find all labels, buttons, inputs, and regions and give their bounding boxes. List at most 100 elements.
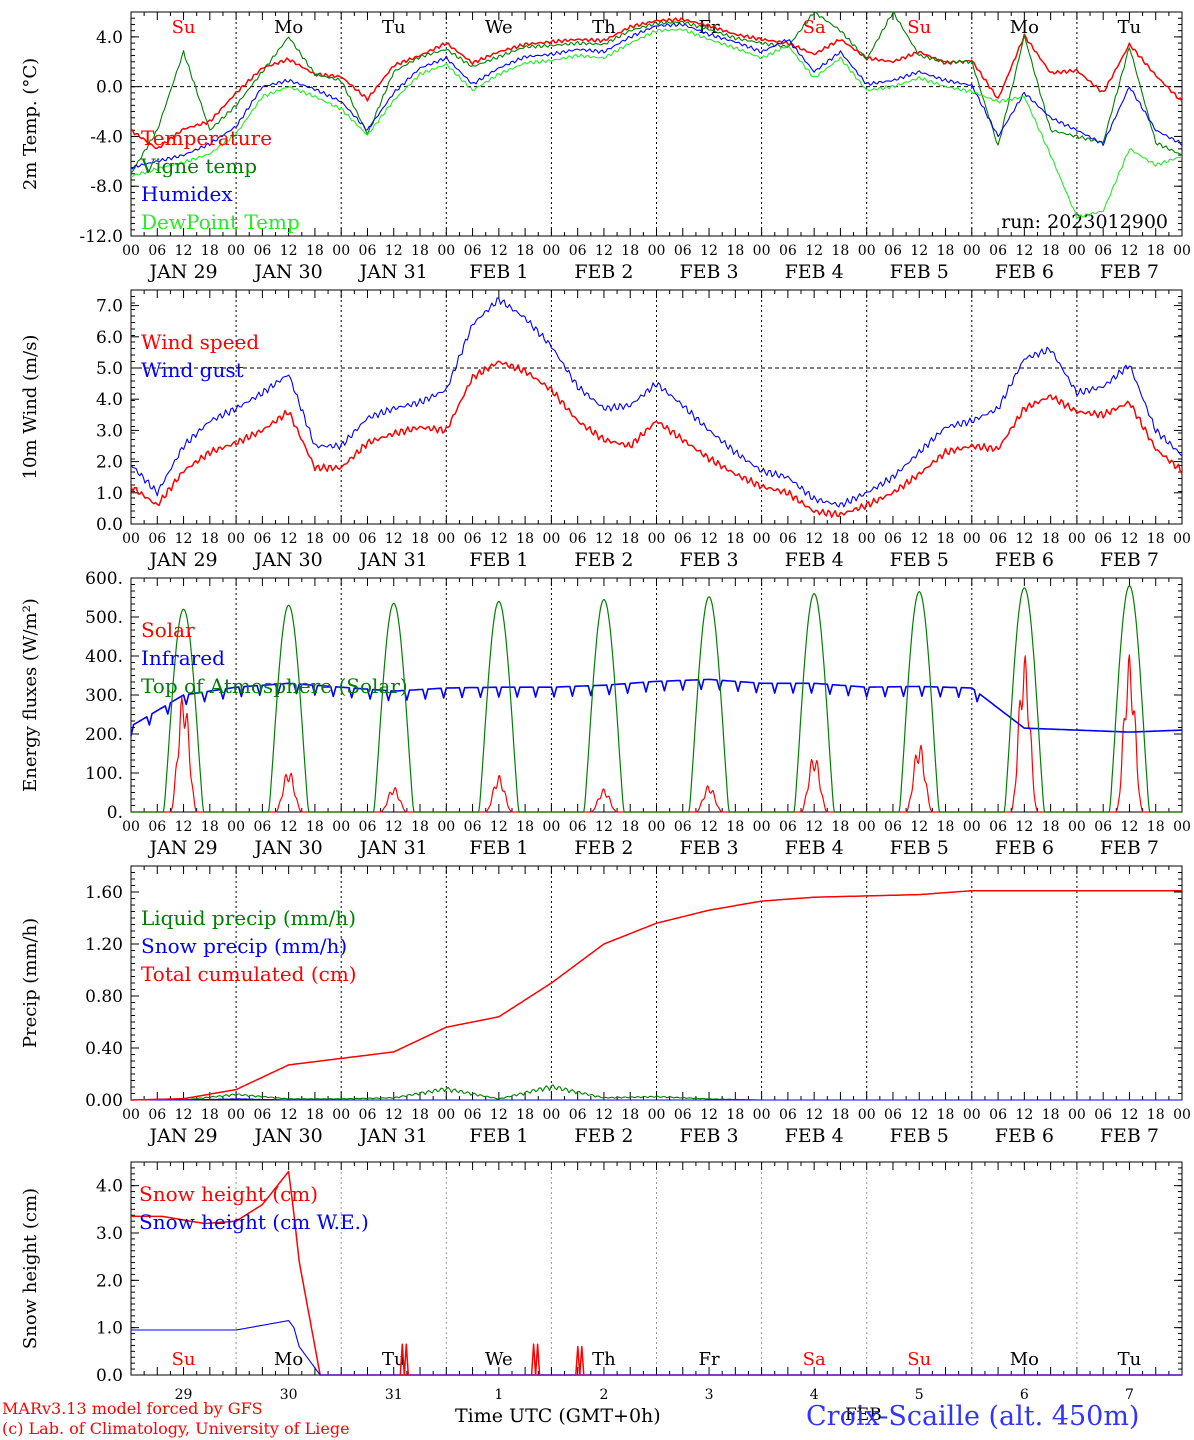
hour-tick-label: 06: [464, 243, 482, 259]
hour-tick-label: 06: [148, 1107, 166, 1123]
hour-tick-label: 06: [884, 243, 902, 259]
y-tick-label: 0.0: [96, 515, 123, 535]
hour-tick-label: 18: [1147, 1107, 1165, 1123]
hour-tick-label: 12: [910, 243, 928, 259]
legend-entry: Snow precip (mm/h): [141, 934, 347, 958]
hour-tick-label: 06: [359, 1107, 377, 1123]
date-label: FEB 5: [890, 261, 949, 283]
hour-tick-label: 06: [779, 243, 797, 259]
hour-tick-label: 18: [201, 1107, 219, 1123]
y-tick-label: -12.0: [79, 227, 123, 247]
y-tick-label: 4.0: [96, 1177, 123, 1197]
date-label: FEB 6: [995, 261, 1054, 283]
hour-tick-label: 06: [989, 531, 1007, 547]
y-tick-label: 5.0: [96, 359, 123, 379]
hour-tick-label: 00: [648, 1107, 666, 1123]
hour-tick-label: 12: [280, 819, 298, 835]
y-tick-label: 0.0: [96, 1366, 123, 1386]
hour-tick-label: 00: [963, 243, 981, 259]
hour-tick-label: 12: [700, 819, 718, 835]
day-number-label: 3: [705, 1387, 714, 1403]
date-label: FEB 3: [679, 549, 738, 571]
date-label: JAN 30: [253, 1125, 323, 1147]
hour-tick-label: 12: [1015, 1107, 1033, 1123]
date-label: FEB 4: [785, 261, 844, 283]
hour-tick-label: 18: [1147, 531, 1165, 547]
hour-tick-label: 00: [122, 531, 140, 547]
hour-tick-label: 18: [411, 531, 429, 547]
day-number-label: 6: [1020, 1387, 1029, 1403]
hour-tick-label: 18: [726, 819, 744, 835]
series-blue-line: [131, 1098, 1182, 1101]
hour-tick-label: 06: [884, 531, 902, 547]
hour-tick-label: 12: [175, 531, 193, 547]
hour-tick-label: 06: [884, 1107, 902, 1123]
date-label: FEB 1: [469, 1125, 528, 1147]
hour-tick-label: 12: [280, 531, 298, 547]
date-label: JAN 30: [253, 261, 323, 283]
hour-tick-label: 06: [569, 819, 587, 835]
date-label: FEB 5: [890, 1125, 949, 1147]
hour-tick-label: 06: [779, 819, 797, 835]
hour-tick-label: 06: [464, 819, 482, 835]
y-tick-label: 3.0: [96, 1224, 123, 1244]
hour-tick-label: 18: [1147, 243, 1165, 259]
y-tick-label: 0.: [107, 803, 123, 823]
weekday-label: Tu: [1118, 17, 1142, 38]
hour-tick-label: 18: [1042, 819, 1060, 835]
hour-tick-label: 12: [805, 243, 823, 259]
hour-tick-label: 00: [437, 243, 455, 259]
hour-tick-label: 12: [1121, 1107, 1139, 1123]
date-label: FEB 2: [574, 549, 633, 571]
day-number-label: 2: [599, 1387, 608, 1403]
day-number-label: 31: [385, 1387, 403, 1403]
weekday-label: Mo: [1010, 17, 1039, 38]
hour-tick-label: 12: [910, 819, 928, 835]
hour-tick-label: 00: [753, 819, 771, 835]
legend-entry: Wind speed: [141, 330, 259, 354]
hour-tick-label: 00: [753, 1107, 771, 1123]
hour-tick-label: 06: [253, 243, 271, 259]
hour-tick-label: 00: [1173, 531, 1191, 547]
y-tick-label: 1.60: [85, 883, 123, 903]
series-blue-line: [130, 297, 1183, 508]
y-tick-label: 4.0: [96, 390, 123, 410]
hour-tick-label: 00: [332, 243, 350, 259]
weekday-label: Su: [172, 1349, 196, 1370]
y-tick-label: 600.: [85, 569, 123, 589]
y-tick-label: 1.0: [96, 1319, 123, 1339]
y-tick-label: 7.0: [96, 297, 123, 317]
date-label: FEB 2: [574, 837, 633, 859]
hour-tick-label: 06: [884, 819, 902, 835]
hour-tick-label: 00: [122, 1107, 140, 1123]
hour-tick-label: 00: [963, 1107, 981, 1123]
hour-tick-label: 00: [542, 1107, 560, 1123]
weekday-label: Sa: [803, 17, 826, 38]
y-tick-label: 0.00: [85, 1091, 123, 1111]
hour-tick-label: 00: [227, 819, 245, 835]
date-label: FEB 6: [995, 549, 1054, 571]
hour-tick-label: 00: [227, 243, 245, 259]
legend-entry: Liquid precip (mm/h): [141, 906, 356, 930]
hour-tick-label: 12: [805, 819, 823, 835]
hour-tick-label: 00: [1068, 531, 1086, 547]
date-label: FEB 4: [785, 837, 844, 859]
y-tick-label: 400.: [85, 647, 123, 667]
hour-tick-label: 12: [805, 531, 823, 547]
weekday-label: Su: [907, 17, 931, 38]
snow-spike: [575, 1345, 585, 1376]
series-red-line: [130, 17, 1183, 150]
y-axis-title: Snow height (cm): [20, 1188, 41, 1349]
hour-tick-label: 12: [490, 531, 508, 547]
hour-tick-label: 06: [253, 819, 271, 835]
legend-entry: Humidex: [141, 182, 233, 206]
hour-tick-label: 00: [542, 243, 560, 259]
y-axis-title: 10m Wind (m/s): [20, 335, 41, 480]
hour-tick-label: 12: [910, 1107, 928, 1123]
hour-tick-label: 12: [1015, 531, 1033, 547]
hour-tick-label: 18: [201, 531, 219, 547]
date-label: JAN 29: [147, 1125, 217, 1147]
hour-tick-label: 12: [700, 1107, 718, 1123]
hour-tick-label: 00: [648, 243, 666, 259]
hour-tick-label: 06: [1094, 819, 1112, 835]
